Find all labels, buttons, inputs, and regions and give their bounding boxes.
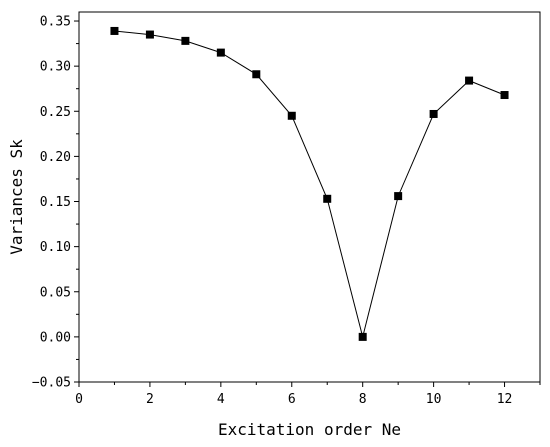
data-point (110, 26, 119, 35)
data-point (216, 48, 225, 57)
y-tick-label: 0.00 (40, 330, 71, 345)
x-axis-ticks: 0 2 4 6 8 10 12 (75, 382, 541, 407)
x-tick-label: 10 (426, 392, 442, 407)
plot-frame (78, 11, 541, 383)
y-tick-label: 0.35 (40, 15, 71, 30)
data-point (429, 109, 438, 118)
data-point (287, 111, 296, 120)
data-point (500, 91, 509, 100)
y-tick-label: 0.10 (40, 240, 71, 255)
series-layer (110, 26, 509, 341)
series-line (114, 30, 505, 338)
x-tick-label: 2 (146, 392, 154, 407)
data-point (465, 76, 474, 85)
y-tick-label: 0.05 (40, 285, 71, 300)
x-tick-label: 4 (217, 392, 225, 407)
x-tick-label: 8 (359, 392, 367, 407)
x-tick-label: 12 (497, 392, 513, 407)
data-point (252, 70, 261, 79)
data-point (323, 194, 332, 203)
x-tick-label: 6 (288, 392, 296, 407)
x-tick-label: 0 (75, 392, 83, 407)
x-axis-label: Excitation order Ne (218, 420, 401, 439)
data-point (181, 36, 190, 45)
y-axis-ticks: −0.05 0.00 0.05 0.10 0.15 0.20 0.25 0.30 0.35 (32, 15, 79, 391)
y-tick-label: 0.30 (40, 60, 71, 75)
y-tick-label: 0.20 (40, 150, 71, 165)
data-point (394, 192, 403, 201)
y-tick-label: −0.05 (32, 376, 71, 391)
y-tick-label: 0.15 (40, 195, 71, 210)
data-point (145, 30, 154, 39)
y-axis-label: Variances Sk (7, 139, 26, 255)
y-tick-label: 0.25 (40, 105, 71, 120)
data-point (358, 332, 367, 341)
